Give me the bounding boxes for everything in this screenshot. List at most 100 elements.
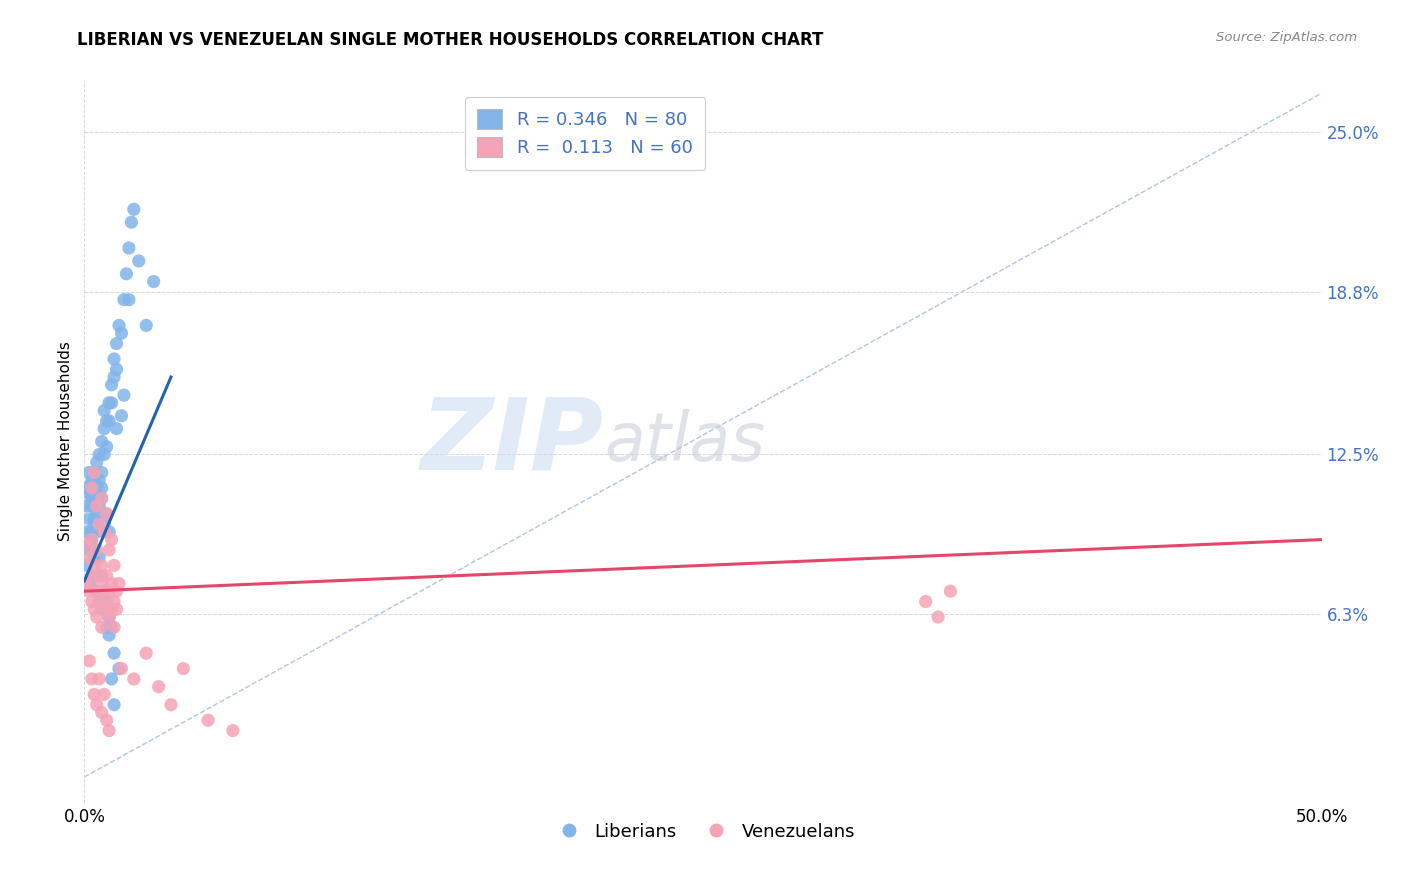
Point	[86, 455, 108, 469]
Text: Source: ZipAtlas.com: Source: ZipAtlas.com	[1216, 31, 1357, 45]
Point	[89, 672, 111, 686]
Point	[89, 473, 111, 487]
Point	[86, 584, 108, 599]
Point	[96, 507, 118, 521]
Point	[98, 610, 121, 624]
Point	[79, 512, 101, 526]
Point	[86, 499, 108, 513]
Point	[90, 568, 112, 582]
Point	[89, 594, 111, 608]
Point	[86, 584, 108, 599]
Point	[103, 620, 125, 634]
Point	[108, 576, 131, 591]
Point	[80, 533, 103, 547]
Point	[89, 447, 111, 461]
Point	[79, 550, 101, 565]
Point	[110, 326, 132, 341]
Point	[90, 491, 112, 506]
Point	[90, 602, 112, 616]
Point	[142, 275, 165, 289]
Point	[79, 542, 101, 557]
Point	[83, 512, 105, 526]
Point	[79, 538, 101, 552]
Point	[83, 466, 105, 480]
Point	[93, 403, 115, 417]
Point	[76, 499, 98, 513]
Legend: Liberians, Venezuelans: Liberians, Venezuelans	[544, 815, 862, 848]
Point	[98, 610, 121, 624]
Point	[93, 447, 115, 461]
Point	[83, 517, 105, 532]
Point	[90, 558, 112, 573]
Point	[939, 584, 962, 599]
Point	[79, 466, 101, 480]
Point	[83, 542, 105, 557]
Point	[172, 662, 194, 676]
Point	[122, 202, 145, 217]
Point	[80, 568, 103, 582]
Point	[105, 422, 128, 436]
Point	[100, 620, 122, 634]
Point	[98, 584, 121, 599]
Point	[86, 481, 108, 495]
Point	[100, 576, 122, 591]
Point	[90, 466, 112, 480]
Point	[86, 507, 108, 521]
Point	[118, 241, 141, 255]
Y-axis label: Single Mother Households: Single Mother Households	[58, 342, 73, 541]
Point	[93, 517, 115, 532]
Point	[98, 524, 121, 539]
Text: atlas: atlas	[605, 409, 765, 475]
Point	[98, 628, 121, 642]
Point	[93, 584, 115, 599]
Point	[76, 576, 98, 591]
Point	[197, 713, 219, 727]
Point	[86, 698, 108, 712]
Point	[86, 491, 108, 506]
Point	[93, 602, 115, 616]
Point	[96, 507, 118, 521]
Point	[80, 481, 103, 495]
Point	[108, 318, 131, 333]
Point	[83, 466, 105, 480]
Point	[160, 698, 183, 712]
Point	[135, 646, 157, 660]
Point	[914, 594, 936, 608]
Point	[80, 568, 103, 582]
Point	[105, 602, 128, 616]
Point	[79, 654, 101, 668]
Point	[93, 687, 115, 701]
Point	[110, 662, 132, 676]
Point	[112, 388, 135, 402]
Point	[83, 687, 105, 701]
Point	[96, 568, 118, 582]
Point	[927, 610, 949, 624]
Point	[89, 517, 111, 532]
Point	[100, 602, 122, 616]
Point	[93, 584, 115, 599]
Point	[108, 662, 131, 676]
Point	[122, 672, 145, 686]
Point	[100, 672, 122, 686]
Point	[90, 481, 112, 495]
Point	[105, 584, 128, 599]
Point	[103, 351, 125, 366]
Point	[222, 723, 245, 738]
Point	[90, 706, 112, 720]
Point	[76, 538, 98, 552]
Point	[90, 434, 112, 449]
Point	[80, 524, 103, 539]
Point	[80, 672, 103, 686]
Point	[103, 370, 125, 384]
Point	[83, 550, 105, 565]
Point	[90, 491, 112, 506]
Point	[89, 550, 111, 565]
Point	[98, 414, 121, 428]
Point	[105, 362, 128, 376]
Point	[96, 620, 118, 634]
Text: ZIP: ZIP	[420, 393, 605, 490]
Point	[93, 524, 115, 539]
Point	[76, 524, 98, 539]
Point	[89, 594, 111, 608]
Point	[98, 723, 121, 738]
